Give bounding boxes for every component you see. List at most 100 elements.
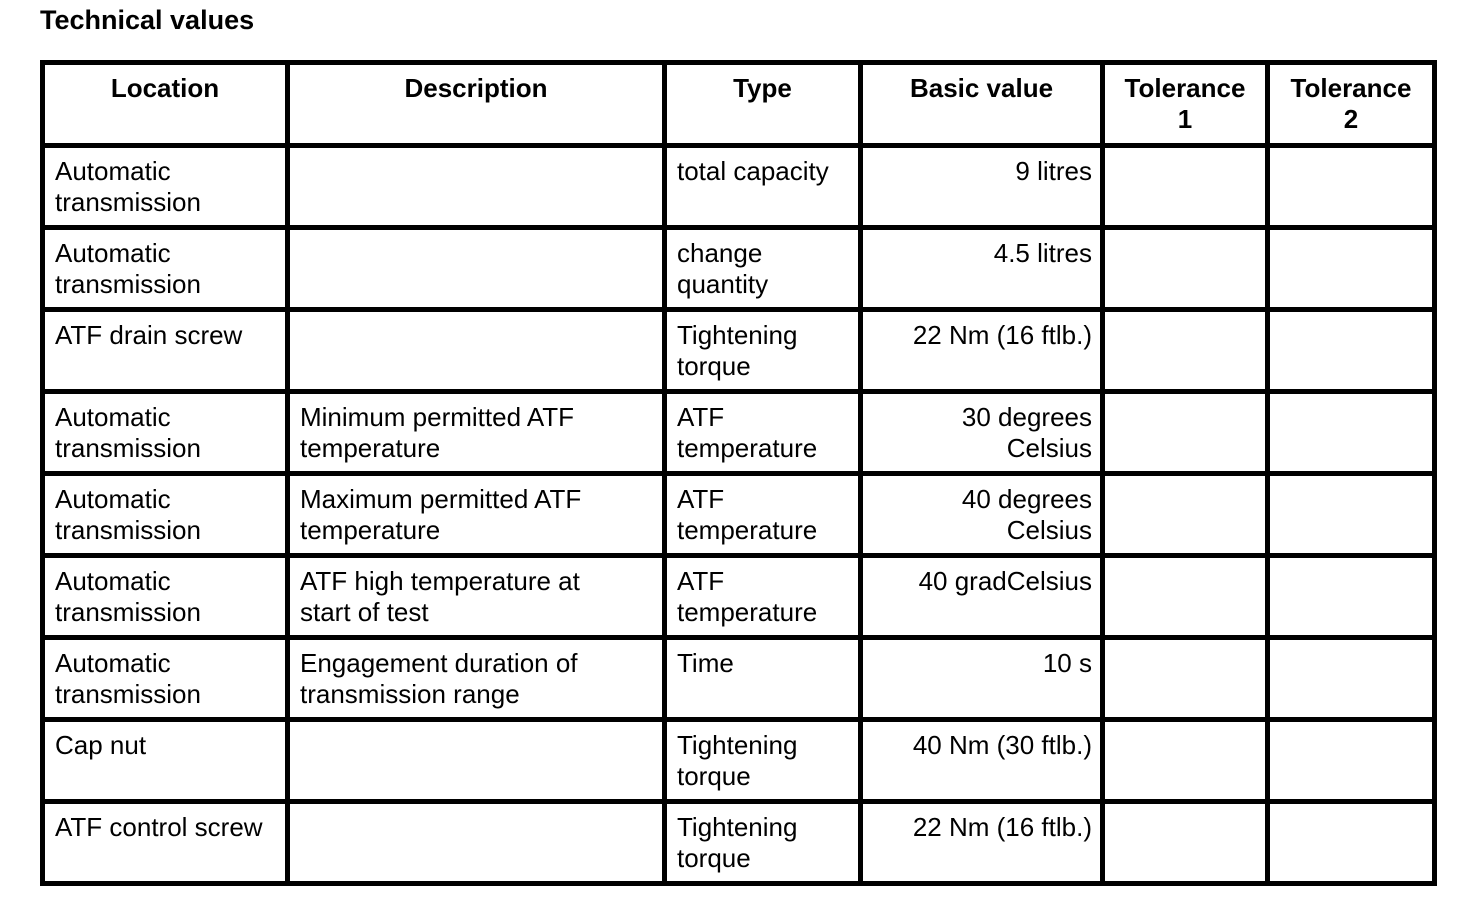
cell-tolerance-2 xyxy=(1265,225,1437,312)
cell-text: 40 gradCelsius xyxy=(918,566,1092,596)
cell-text: Automatic transmission xyxy=(55,566,201,627)
cell-text: Automatic transmission xyxy=(55,402,201,463)
cell-location: Automatic transmission xyxy=(40,635,290,722)
cell-location: Automatic transmission xyxy=(40,143,290,230)
cell-tolerance-1 xyxy=(1100,635,1270,722)
cell-description xyxy=(285,799,667,886)
cell-description xyxy=(285,143,667,230)
cell-text: 4.5 litres xyxy=(993,238,1092,268)
cell-tolerance-1 xyxy=(1100,471,1270,558)
cell-tolerance-2 xyxy=(1265,799,1437,886)
cell-basic-value: 40 degrees Celsius xyxy=(858,471,1105,558)
column-header-tolerance-2: Tolerance 2 xyxy=(1265,60,1437,148)
cell-text: ATF temperature xyxy=(677,484,818,545)
cell-type: ATF temperature xyxy=(662,553,863,640)
cell-description xyxy=(285,717,667,804)
cell-description: ATF high temperature at start of test xyxy=(285,553,667,640)
cell-type: change quantity xyxy=(662,225,863,312)
cell-tolerance-1 xyxy=(1100,225,1270,312)
cell-tolerance-1 xyxy=(1100,553,1270,640)
cell-text: Minimum permitted ATF temperature xyxy=(300,402,575,463)
table-row: Automatic transmission ATF high temperatu… xyxy=(40,553,1437,640)
cell-text: 40 degrees Celsius xyxy=(961,484,1092,545)
cell-basic-value: 22 Nm (16 ftlb.) xyxy=(858,799,1105,886)
table-row: Automatic transmission Maximum permitted … xyxy=(40,471,1437,558)
cell-text: 22 Nm (16 ftlb.) xyxy=(912,812,1092,842)
cell-text: Engagement duration of transmission rang… xyxy=(300,648,578,709)
cell-tolerance-1 xyxy=(1100,389,1270,476)
cell-tolerance-2 xyxy=(1265,307,1437,394)
cell-location: Automatic transmission xyxy=(40,553,290,640)
cell-text: Automatic transmission xyxy=(55,648,201,709)
cell-tolerance-2 xyxy=(1265,471,1437,558)
cell-text: Tightening torque xyxy=(677,730,798,791)
cell-text: ATF temperature xyxy=(677,402,818,463)
cell-type: Time xyxy=(662,635,863,722)
table-body: Automatic transmission total capacity 9 li… xyxy=(40,143,1437,886)
cell-text: Tightening torque xyxy=(677,320,798,381)
cell-location: ATF control screw xyxy=(40,799,290,886)
cell-text: 10 s xyxy=(1042,648,1092,678)
column-header-type: Type xyxy=(662,60,863,148)
cell-text: 30 degrees Celsius xyxy=(961,402,1092,463)
table-header-row: Location Description Type Basic value Tolera… xyxy=(40,60,1437,148)
cell-text: ATF drain screw xyxy=(55,320,243,350)
cell-text: ATF temperature xyxy=(677,566,818,627)
cell-text: ATF control screw xyxy=(55,812,263,842)
cell-text: Tightening torque xyxy=(677,812,798,873)
cell-location: Cap nut xyxy=(40,717,290,804)
cell-description: Engagement duration of transmission rang… xyxy=(285,635,667,722)
column-header-description: Description xyxy=(285,60,667,148)
cell-text: total capacity xyxy=(677,156,829,186)
cell-text: Automatic transmission xyxy=(55,484,201,545)
cell-tolerance-2 xyxy=(1265,717,1437,804)
cell-text: 9 litres xyxy=(1015,156,1092,186)
cell-tolerance-1 xyxy=(1100,717,1270,804)
technical-values-table: Location Description Type Basic value Tolera… xyxy=(40,60,1437,886)
cell-type: Tightening torque xyxy=(662,307,863,394)
table-row: Automatic transmission change quantity 4.5… xyxy=(40,225,1437,312)
cell-tolerance-2 xyxy=(1265,553,1437,640)
cell-location: Automatic transmission xyxy=(40,389,290,476)
cell-tolerance-1 xyxy=(1100,307,1270,394)
table-row: Automatic transmission Engagement duratio… xyxy=(40,635,1437,722)
table-row: ATF drain screw Tightening torque 22 Nm (1… xyxy=(40,307,1437,394)
cell-text: ATF high temperature at start of test xyxy=(300,566,580,627)
table-row: ATF control screw Tightening torque 22 Nm … xyxy=(40,799,1437,886)
cell-text: 40 Nm (30 ftlb.) xyxy=(912,730,1092,760)
cell-tolerance-2 xyxy=(1265,635,1437,722)
cell-type: ATF temperature xyxy=(662,389,863,476)
cell-description xyxy=(285,225,667,312)
table-row: Automatic transmission Minimum permitted … xyxy=(40,389,1437,476)
cell-text: Maximum permitted ATF temperature xyxy=(300,484,582,545)
cell-tolerance-2 xyxy=(1265,143,1437,230)
cell-basic-value: 40 gradCelsius xyxy=(858,553,1105,640)
cell-description: Maximum permitted ATF temperature xyxy=(285,471,667,558)
table-row: Cap nut Tightening torque 40 Nm (30 ftlb.) xyxy=(40,717,1437,804)
cell-basic-value: 30 degrees Celsius xyxy=(858,389,1105,476)
cell-location: Automatic transmission xyxy=(40,225,290,312)
cell-text: 22 Nm (16 ftlb.) xyxy=(912,320,1092,350)
cell-basic-value: 10 s xyxy=(858,635,1105,722)
cell-text: change quantity xyxy=(677,238,769,299)
cell-type: total capacity xyxy=(662,143,863,230)
cell-basic-value: 9 litres xyxy=(858,143,1105,230)
cell-basic-value: 4.5 litres xyxy=(858,225,1105,312)
cell-type: Tightening torque xyxy=(662,717,863,804)
cell-tolerance-1 xyxy=(1100,799,1270,886)
cell-text: Cap nut xyxy=(55,730,147,760)
cell-location: ATF drain screw xyxy=(40,307,290,394)
cell-type: Tightening torque xyxy=(662,799,863,886)
column-header-location: Location xyxy=(40,60,290,148)
column-header-basic-value: Basic value xyxy=(858,60,1105,148)
page-title: Technical values xyxy=(40,5,255,35)
cell-text: Automatic transmission xyxy=(55,156,201,217)
cell-tolerance-1 xyxy=(1100,143,1270,230)
cell-basic-value: 40 Nm (30 ftlb.) xyxy=(858,717,1105,804)
cell-location: Automatic transmission xyxy=(40,471,290,558)
cell-description xyxy=(285,307,667,394)
cell-description: Minimum permitted ATF temperature xyxy=(285,389,667,476)
cell-type: ATF temperature xyxy=(662,471,863,558)
column-header-tolerance-1: Tolerance 1 xyxy=(1100,60,1270,148)
